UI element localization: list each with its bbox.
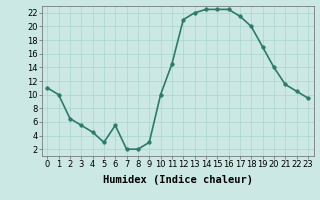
X-axis label: Humidex (Indice chaleur): Humidex (Indice chaleur) [103, 175, 252, 185]
